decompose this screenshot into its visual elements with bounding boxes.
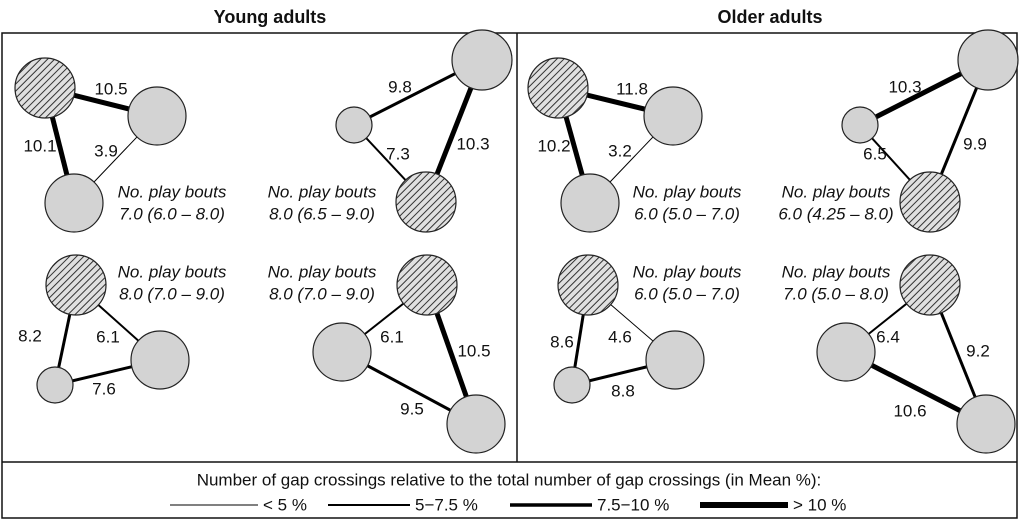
node: [312, 322, 372, 382]
node: [130, 330, 190, 390]
bouts-label: No. play bouts: [118, 262, 227, 281]
node: [957, 29, 1019, 91]
bouts-value: 7.0 (5.0 – 8.0): [783, 284, 889, 303]
edge-label: 3.9: [94, 141, 118, 160]
edge-label: 10.1: [23, 136, 56, 155]
edge-label: 7.3: [386, 144, 410, 163]
edge-label: 6.4: [876, 327, 900, 346]
edge-label: 9.9: [963, 134, 987, 153]
edge-label: 10.6: [893, 401, 926, 420]
edge-label: 6.1: [96, 327, 120, 346]
legend-label: < 5 %: [263, 495, 307, 514]
edge-label: 9.8: [388, 77, 412, 96]
bouts-label: No. play bouts: [782, 182, 891, 201]
bouts-value: 8.0 (7.0 – 9.0): [269, 284, 375, 303]
bouts-value: 8.0 (6.5 – 9.0): [269, 204, 375, 223]
edge-label: 10.5: [94, 79, 127, 98]
edge-label: 10.3: [456, 134, 489, 153]
bouts-label: No. play bouts: [633, 182, 742, 201]
edge-label: 8.8: [611, 381, 635, 400]
node: [553, 366, 591, 404]
edge-label: 8.2: [18, 326, 42, 345]
hatched-node: [396, 254, 458, 316]
legend-label: 7.5−10 %: [597, 495, 669, 514]
bouts-label: No. play bouts: [268, 182, 377, 201]
node: [560, 173, 620, 233]
hatched-node: [45, 254, 107, 316]
edge-label: 10.2: [537, 136, 570, 155]
bouts-value: 6.0 (4.25 – 8.0): [778, 204, 893, 223]
node: [643, 86, 703, 146]
node: [446, 394, 506, 454]
bouts-value: 6.0 (5.0 – 7.0): [634, 284, 740, 303]
hatched-node: [527, 57, 589, 119]
bouts-label: No. play bouts: [268, 262, 377, 281]
legend-label: > 10 %: [793, 495, 846, 514]
hatched-node: [899, 254, 961, 316]
bouts-value: 7.0 (6.0 – 8.0): [119, 204, 225, 223]
node: [816, 322, 876, 382]
node: [451, 29, 513, 91]
bouts-value: 8.0 (7.0 – 9.0): [119, 284, 225, 303]
node: [127, 86, 187, 146]
node: [956, 394, 1016, 454]
node: [841, 106, 879, 144]
edge-label: 10.5: [457, 341, 490, 360]
bouts-label: No. play bouts: [633, 262, 742, 281]
hatched-node: [395, 171, 457, 233]
edge-label: 7.6: [92, 379, 116, 398]
hatched-node: [899, 171, 961, 233]
edge-label: 10.3: [888, 77, 921, 96]
edge-label: 6.1: [380, 327, 404, 346]
edge-label: 9.5: [400, 399, 424, 418]
edge-label: 9.2: [966, 341, 990, 360]
bouts-label: No. play bouts: [782, 262, 891, 281]
edge-label: 4.6: [608, 327, 632, 346]
node: [44, 173, 104, 233]
panel-title: Older adults: [717, 7, 822, 27]
legend-label: 5−7.5 %: [415, 495, 478, 514]
node: [335, 106, 373, 144]
bouts-label: No. play bouts: [118, 182, 227, 201]
hatched-node: [14, 57, 76, 119]
node: [645, 330, 705, 390]
edge-label: 6.5: [863, 144, 887, 163]
bouts-value: 6.0 (5.0 – 7.0): [634, 204, 740, 223]
hatched-node: [557, 254, 619, 316]
node: [36, 366, 74, 404]
edge-label: 11.8: [616, 79, 648, 98]
legend-title: Number of gap crossings relative to the …: [197, 470, 822, 489]
frame: [1, 32, 1018, 519]
edge-label: 3.2: [608, 141, 632, 160]
edge-label: 8.6: [550, 332, 574, 351]
panel-title: Young adults: [214, 7, 327, 27]
